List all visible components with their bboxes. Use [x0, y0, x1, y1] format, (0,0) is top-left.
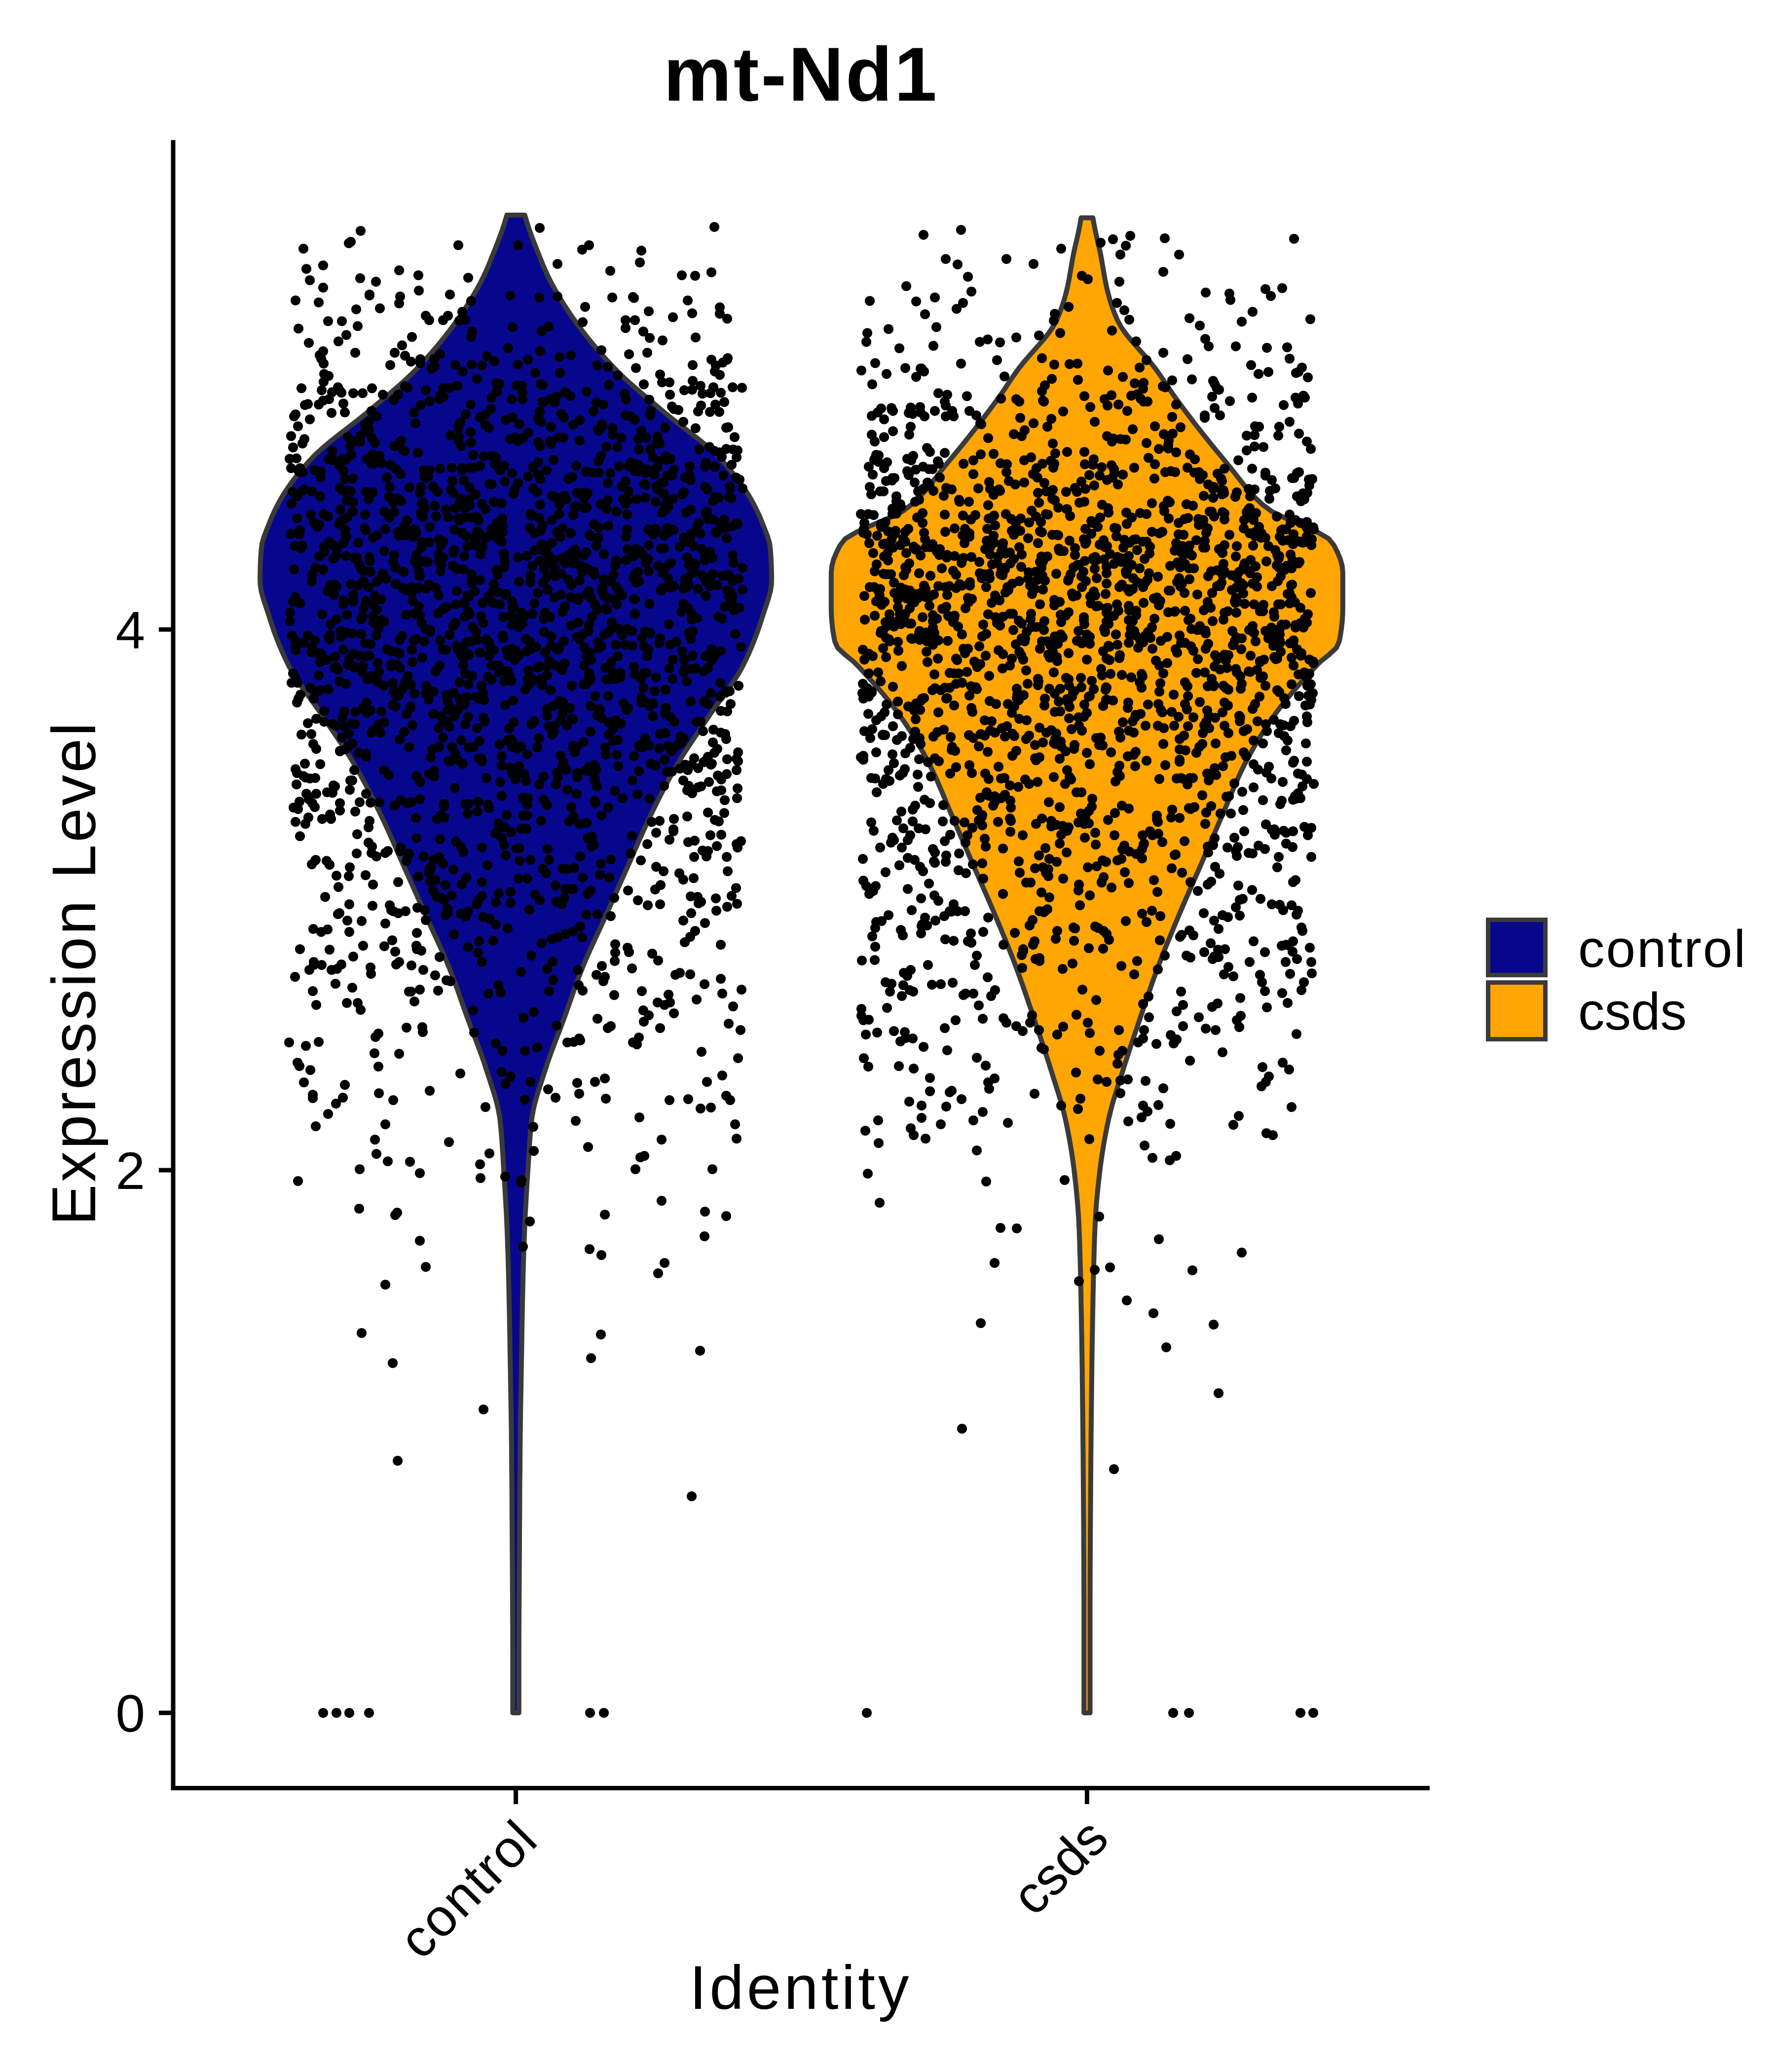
svg-text:control: control [1578, 919, 1747, 978]
svg-text:Expression Level: Expression Level [40, 720, 109, 1225]
svg-text:0: 0 [115, 1684, 145, 1743]
svg-text:mt-Nd1: mt-Nd1 [664, 32, 939, 117]
svg-text:csds: csds [1578, 982, 1687, 1041]
svg-text:Identity: Identity [689, 1954, 912, 2022]
svg-text:4: 4 [115, 600, 145, 660]
svg-text:2: 2 [115, 1141, 145, 1200]
